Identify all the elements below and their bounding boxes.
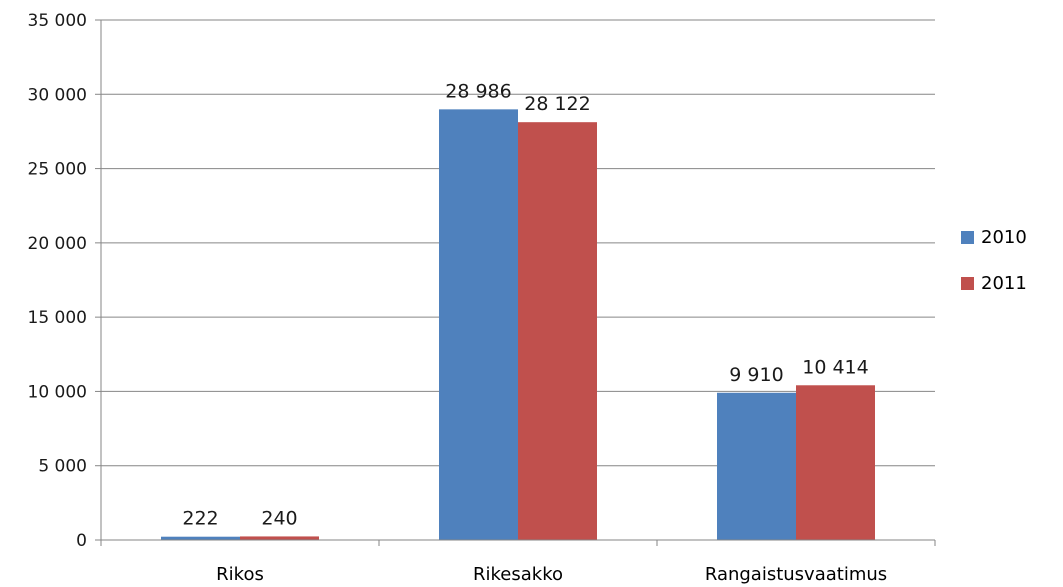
bar-2010-rangaistusvaatimus (717, 392, 796, 540)
y-tick-label: 5 000 (38, 457, 87, 477)
legend-swatch (961, 231, 974, 244)
y-tick-label: 35 000 (28, 11, 87, 31)
y-tick-label: 0 (76, 531, 87, 551)
legend: 2010 2011 (961, 227, 1027, 294)
bar-2010-rikos (161, 536, 240, 540)
data-label: 28 122 (524, 93, 590, 115)
bar-2011-rikos (240, 536, 319, 540)
category-labels: Rikos Rikesakko Rangaistusvaatimus (216, 564, 887, 585)
data-labels: 222 240 28 986 28 122 9 910 10 414 (182, 80, 868, 529)
data-label: 9 910 (729, 364, 783, 386)
y-tick-label: 20 000 (28, 234, 87, 254)
bar-2011-rangaistusvaatimus (796, 385, 875, 540)
y-axis-ticks: 0 5 000 10 000 15 000 20 000 25 000 30 000 35 0… (28, 11, 87, 551)
y-tick-label: 15 000 (28, 308, 87, 328)
data-label: 28 986 (445, 80, 511, 102)
bar-2011-rikesakko (518, 122, 597, 540)
category-label: Rangaistusvaatimus (705, 564, 887, 585)
axes (95, 19, 936, 546)
bars (161, 109, 875, 540)
data-label: 240 (261, 507, 297, 529)
y-tick-label: 10 000 (28, 382, 87, 402)
category-label: Rikos (216, 564, 264, 585)
y-tick-label: 25 000 (28, 160, 87, 180)
legend-swatch (961, 277, 974, 290)
category-label: Rikesakko (473, 564, 563, 585)
legend-label: 2010 (981, 227, 1027, 248)
legend-label: 2011 (981, 273, 1027, 294)
bar-2010-rikesakko (439, 109, 518, 540)
data-label: 222 (182, 508, 218, 530)
data-label: 10 414 (802, 356, 868, 378)
y-tick-label: 30 000 (28, 85, 87, 105)
